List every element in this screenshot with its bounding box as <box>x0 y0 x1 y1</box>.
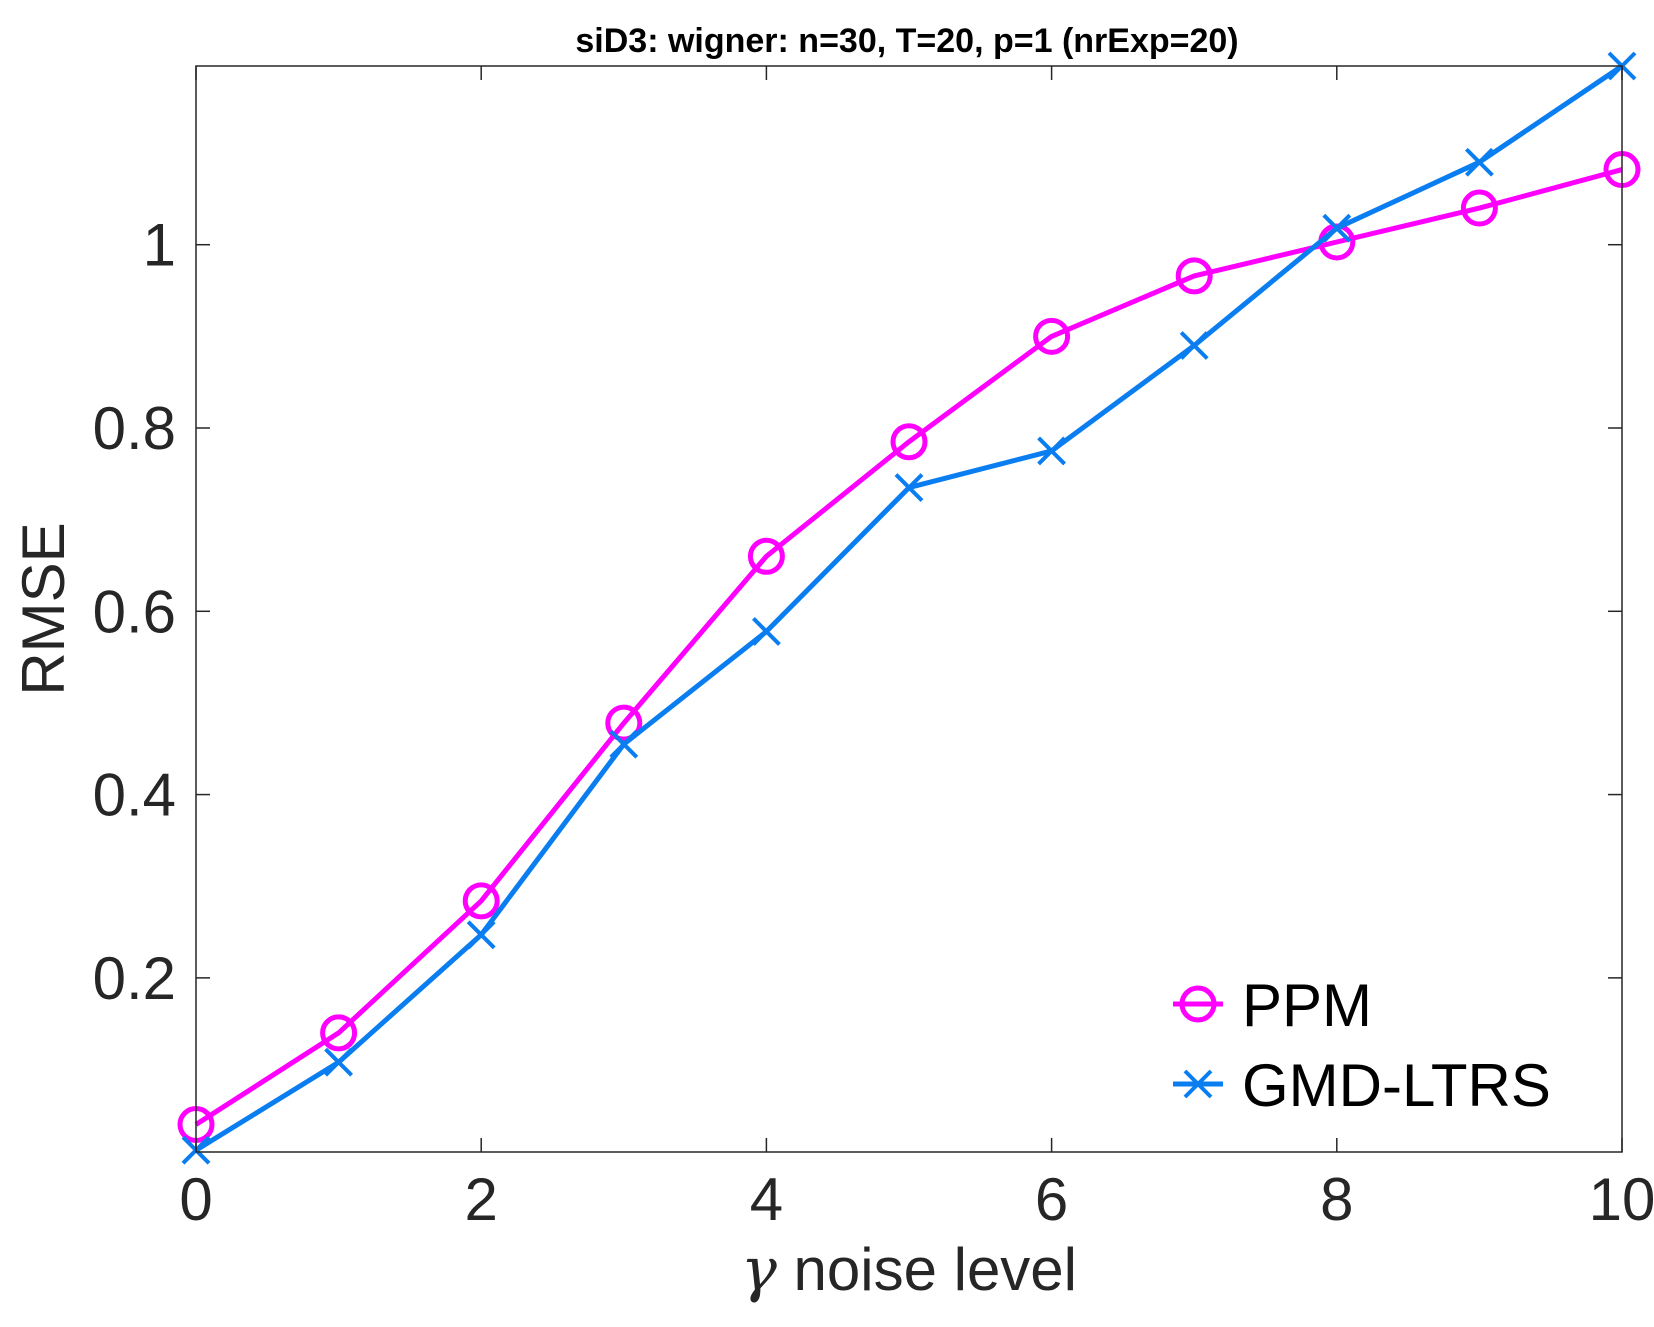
x-tick-label: 0 <box>179 1166 212 1233</box>
marker-stroke <box>1037 436 1067 466</box>
data-point-gmd-ltrs <box>609 729 639 759</box>
data-point-gmd-ltrs <box>1322 213 1352 243</box>
x-tick-label: 4 <box>750 1166 783 1233</box>
legend-item-gmd-ltrs: GMD-LTRS <box>1173 1052 1551 1119</box>
chart-title: siD3: wigner: n=30, T=20, p=1 (nrExp=20) <box>575 22 1238 60</box>
marker-stroke <box>751 617 781 646</box>
series-gmd-ltrs <box>181 51 1637 1165</box>
data-point-gmd-ltrs <box>1464 147 1494 177</box>
x-tick-label: 6 <box>1035 1166 1068 1233</box>
marker-stroke <box>1464 147 1494 177</box>
legend-label: PPM <box>1242 972 1372 1039</box>
marker-stroke <box>324 1047 354 1077</box>
data-point-ppm <box>1460 189 1498 227</box>
data-point-ppm <box>605 704 643 742</box>
data-point-ppm <box>747 537 785 575</box>
legend-swatch-marker <box>1179 985 1217 1023</box>
marker-stroke <box>1322 213 1352 243</box>
marker-stroke <box>1183 1069 1213 1099</box>
legend-item-ppm: PPM <box>1173 972 1372 1039</box>
data-point-ppm <box>890 423 928 461</box>
data-point-gmd-ltrs <box>1179 331 1209 360</box>
data-point-ppm <box>1033 317 1071 355</box>
marker-stroke <box>466 920 496 950</box>
x-tick-label: 8 <box>1320 1166 1353 1233</box>
marker-stroke <box>609 729 639 759</box>
x-axis-title: γ noise level <box>741 1235 1077 1305</box>
marker-stroke <box>894 473 924 502</box>
data-point-gmd-ltrs <box>466 920 496 950</box>
x-axis-title-text: noise level <box>794 1236 1078 1303</box>
data-point-gmd-ltrs <box>894 473 924 502</box>
y-tick-label: 0.8 <box>93 395 176 462</box>
y-tick-label: 1 <box>143 212 176 279</box>
marker-stroke <box>1179 331 1209 360</box>
data-point-ppm <box>320 1014 358 1052</box>
y-tick-label: 0.2 <box>93 945 176 1012</box>
y-tick-label: 0.6 <box>93 578 176 645</box>
series-ppm <box>177 151 1641 1144</box>
series-line-ppm <box>194 167 1623 1127</box>
data-point-gmd-ltrs <box>751 617 781 646</box>
legend-swatch-marker <box>1183 1069 1213 1099</box>
data-point-gmd-ltrs <box>324 1047 354 1077</box>
data-point-gmd-ltrs <box>1037 436 1067 466</box>
axes-box <box>195 65 1623 1153</box>
x-tick-label: 10 <box>1589 1166 1654 1233</box>
ticks-group: 0 2 4 6 8 10 0.2 0.4 0.6 0.8 1 <box>93 66 1654 1233</box>
legend: PPM GMD-LTRS <box>1173 972 1551 1119</box>
series-group <box>177 51 1641 1165</box>
legend-label: GMD-LTRS <box>1242 1052 1551 1119</box>
data-point-ppm <box>1175 257 1213 295</box>
data-point-ppm <box>462 882 500 920</box>
y-axis-title: RMSE <box>10 522 77 695</box>
y-tick-label: 0.4 <box>93 762 176 829</box>
x-axis-title-symbol: γ <box>741 1235 777 1305</box>
series-line-gmd-ltrs <box>194 63 1624 1153</box>
x-tick-label: 2 <box>465 1166 498 1233</box>
